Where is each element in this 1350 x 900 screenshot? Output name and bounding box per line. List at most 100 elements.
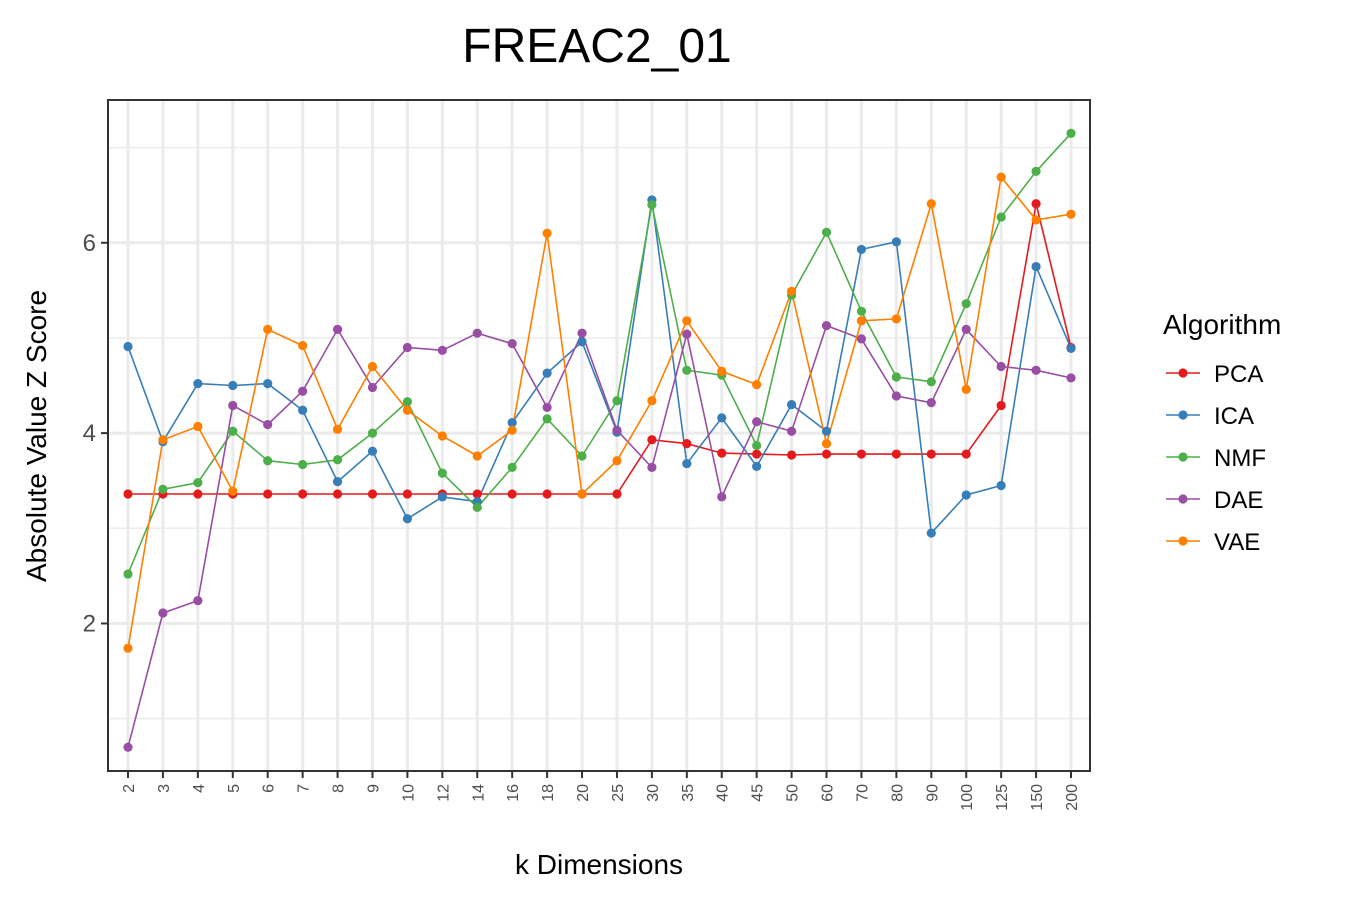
series-points [123, 128, 1076, 752]
data-point-pca [786, 450, 797, 460]
data-point-dae [961, 324, 971, 334]
data-point-pca [961, 449, 971, 459]
data-point-dae [472, 328, 482, 338]
legend-key-point [1178, 494, 1188, 504]
data-point-dae [682, 329, 692, 339]
data-point-dae [891, 391, 901, 401]
legend-key-point [1178, 410, 1188, 420]
data-point-nmf [682, 365, 692, 375]
data-point-dae [332, 324, 343, 334]
data-point-nmf [298, 459, 308, 470]
legend-label-vae: VAE [1214, 529, 1260, 556]
legend-label-pca: PCA [1214, 361, 1263, 388]
data-point-pca [298, 489, 308, 499]
y-tick-label: 2 [83, 610, 96, 637]
x-tick-label: 12 [435, 784, 452, 802]
series-lines [127, 132, 1072, 748]
data-point-vae [786, 286, 797, 296]
data-point-nmf [961, 299, 971, 309]
data-point-pca [542, 489, 552, 499]
data-point-dae [158, 608, 168, 618]
legend-items: PCA ICA NMF DAE VAE [1166, 361, 1266, 556]
x-tick-label: 90 [924, 784, 941, 802]
data-point-pca [472, 489, 482, 499]
data-point-dae [717, 492, 727, 502]
data-point-dae [123, 742, 133, 752]
data-point-dae [996, 361, 1006, 372]
data-point-ica [577, 337, 587, 347]
data-point-pca [612, 489, 622, 499]
legend-label-dae: DAE [1214, 487, 1263, 514]
data-point-nmf [507, 462, 517, 472]
data-point-pca [926, 449, 936, 459]
data-point-ica [437, 492, 447, 502]
data-point-vae [472, 451, 482, 461]
data-point-ica [123, 341, 133, 352]
data-point-dae [367, 382, 378, 393]
y-axis: 2 4 6 [83, 230, 108, 637]
data-point-pca [263, 489, 273, 499]
data-point-dae [612, 425, 622, 435]
legend-key-point [1178, 368, 1188, 378]
y-tick-label: 4 [83, 420, 96, 447]
data-point-ica [996, 480, 1006, 491]
x-tick-label: 16 [505, 784, 522, 802]
data-point-vae [123, 643, 133, 653]
data-point-vae [577, 489, 587, 499]
data-point-ica [821, 426, 832, 436]
data-point-nmf [996, 212, 1006, 222]
x-tick-label: 35 [680, 784, 697, 802]
data-point-dae [577, 328, 587, 338]
data-point-vae [542, 228, 552, 238]
data-point-vae [891, 314, 901, 324]
data-point-pca [332, 489, 343, 499]
data-point-vae [332, 424, 343, 434]
x-tick-label: 125 [994, 784, 1011, 811]
data-point-nmf [228, 426, 238, 436]
data-point-vae [926, 199, 936, 209]
data-point-ica [682, 458, 692, 469]
data-point-vae [682, 316, 692, 326]
x-tick-label: 4 [191, 784, 208, 793]
x-tick-label: 80 [889, 784, 906, 802]
data-point-nmf [263, 456, 273, 466]
data-point-vae [961, 384, 971, 394]
chart-title: FREAC2_01 [462, 20, 731, 73]
data-point-dae [228, 400, 238, 411]
data-point-nmf [752, 440, 762, 451]
legend-label-nmf: NMF [1214, 445, 1266, 472]
data-point-pca [193, 489, 203, 499]
data-point-pca [507, 489, 517, 499]
data-point-vae [1031, 215, 1041, 225]
x-tick-label: 10 [400, 784, 417, 802]
data-point-dae [1066, 373, 1076, 383]
data-point-nmf [856, 306, 867, 316]
x-tick-label: 60 [820, 784, 837, 802]
x-tick-label: 7 [296, 784, 313, 793]
x-tick-label: 30 [645, 784, 662, 802]
data-point-vae [821, 438, 832, 449]
legend: Algorithm PCA ICA NMF DAE VAE [1163, 309, 1281, 556]
data-point-vae [507, 425, 517, 435]
data-point-nmf [891, 372, 901, 382]
data-point-ica [507, 418, 517, 428]
data-point-ica [193, 379, 203, 389]
data-point-ica [228, 380, 238, 391]
data-point-nmf [367, 428, 378, 438]
data-point-nmf [123, 569, 133, 579]
x-axis: 2 3 4 5 6 7 8 9 10 12 14 16 18 20 25 30 35 40 45 50 60 70 80 90… [121, 771, 1081, 811]
data-point-nmf [1031, 166, 1041, 176]
data-point-vae [717, 366, 727, 376]
x-tick-label: 5 [226, 784, 243, 793]
data-point-ica [298, 405, 308, 415]
x-tick-label: 20 [575, 784, 592, 802]
data-point-pca [821, 449, 832, 459]
data-point-dae [542, 402, 552, 413]
x-tick-label: 70 [854, 784, 871, 802]
data-point-pca [856, 449, 867, 459]
x-tick-label: 9 [365, 784, 382, 793]
data-point-ica [542, 368, 552, 378]
series-line-dae [127, 324, 1072, 748]
data-point-dae [437, 345, 447, 355]
data-point-nmf [647, 200, 657, 210]
